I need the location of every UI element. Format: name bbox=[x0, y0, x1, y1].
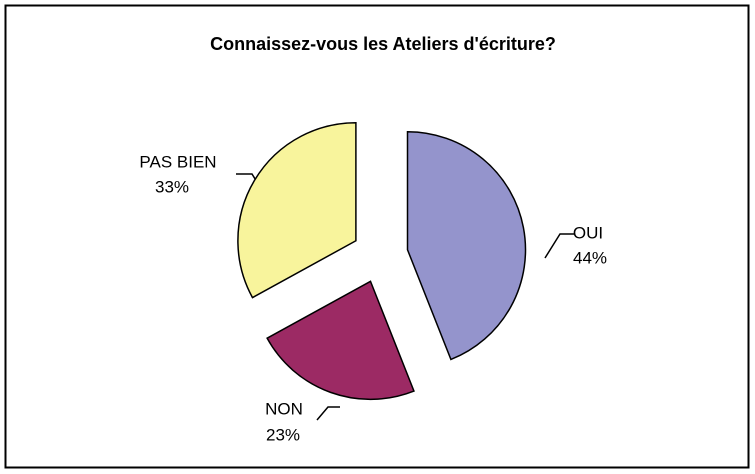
pie-slice bbox=[266, 280, 415, 401]
slice-value-label: 33% bbox=[155, 177, 189, 196]
chart-title: Connaissez-vous les Ateliers d'écriture? bbox=[210, 34, 556, 54]
pie-slice bbox=[406, 131, 527, 361]
slice-value-label: 23% bbox=[266, 425, 300, 444]
slice-value-label: 44% bbox=[573, 248, 607, 267]
leader-line bbox=[316, 406, 340, 421]
leader-line bbox=[544, 233, 575, 259]
slice-label: PAS BIEN bbox=[139, 152, 216, 171]
slice-label: NON bbox=[265, 399, 303, 418]
slice-label: OUI bbox=[573, 223, 603, 242]
pie-slice bbox=[237, 121, 357, 299]
